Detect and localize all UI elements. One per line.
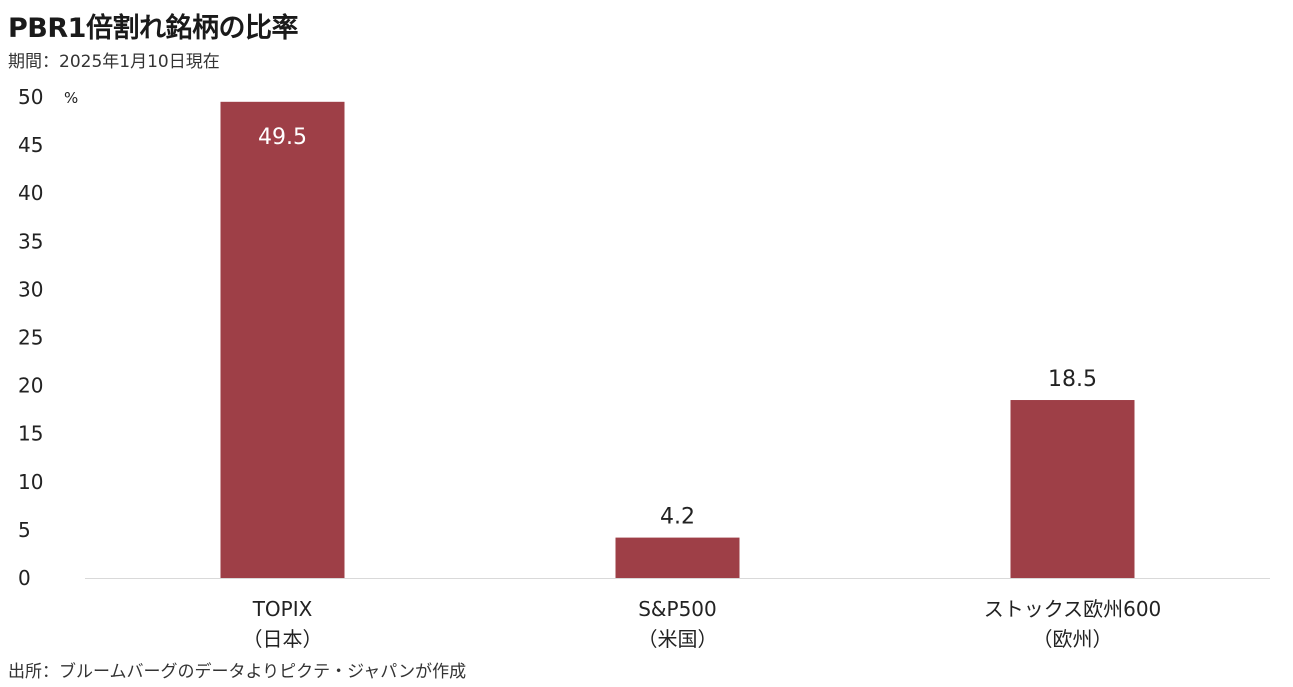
x-category-label: TOPIX: [252, 597, 313, 621]
chart-source-note: 出所：ブルームバーグのデータよりピクテ・ジャパンが作成: [8, 662, 467, 682]
y-tick-label: 40: [18, 181, 43, 205]
y-tick-label: 15: [18, 422, 43, 446]
y-tick-label: 25: [18, 326, 43, 350]
bar: [220, 101, 345, 578]
y-unit-label: %: [64, 89, 78, 107]
x-category-label: ストックス欧州600: [984, 597, 1162, 621]
data-label: 4.2: [660, 505, 695, 530]
y-tick-label: 5: [18, 518, 31, 542]
x-category-label: （米国）: [638, 627, 718, 651]
bar: [615, 537, 740, 578]
x-category-label: S&P500: [638, 597, 717, 621]
x-category-label: （欧州）: [1033, 627, 1113, 651]
y-tick-label: 35: [18, 229, 43, 253]
y-tick-label: 0: [18, 566, 31, 590]
bar: [1010, 400, 1135, 578]
chart-period: 期間：2025年1月10日現在: [8, 52, 220, 72]
y-tick-label: 10: [18, 470, 43, 494]
y-tick-label: 20: [18, 374, 43, 398]
chart-title: PBR1倍割れ銘柄の比率: [8, 13, 298, 44]
x-category-label: （日本）: [243, 627, 323, 651]
y-tick-label: 45: [18, 133, 43, 157]
data-label: 18.5: [1048, 367, 1097, 392]
y-tick-label: 30: [18, 277, 43, 301]
data-label: 49.5: [258, 125, 307, 150]
y-tick-label: 50: [18, 85, 43, 109]
